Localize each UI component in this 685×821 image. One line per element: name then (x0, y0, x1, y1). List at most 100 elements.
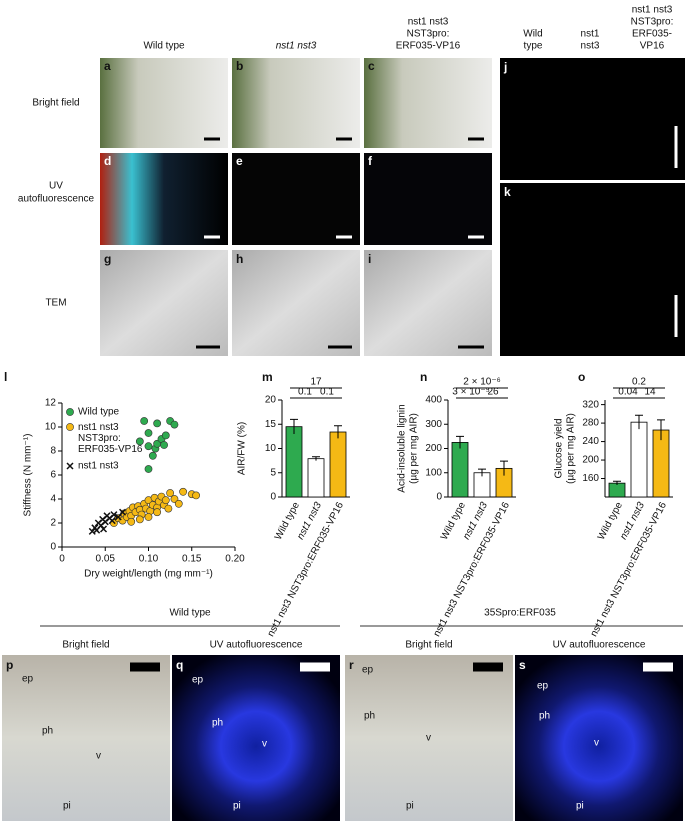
error-bar (290, 418, 298, 434)
error-bar (500, 460, 508, 476)
p-value: 2 × 10⁻⁶ (463, 377, 500, 388)
panel-letter: m (262, 370, 273, 384)
y-tick-label: 4 (50, 494, 56, 505)
image (100, 250, 228, 356)
point (170, 420, 179, 429)
label: nst1 nst3 (276, 41, 317, 52)
group-title: 35Spro:ERF035 (484, 608, 556, 619)
x-tick-label: 0 (59, 554, 65, 565)
bar (285, 426, 303, 498)
panel-letter: r (349, 658, 354, 672)
error-bar (478, 468, 486, 477)
point (110, 511, 118, 519)
error-bar (312, 456, 320, 461)
y-tick-label: 5 (270, 467, 276, 478)
labels: a b c d e f g h i j k l m n o p q r s Wi… (4, 59, 646, 672)
x-axis-label: Dry weight/length (mg mm⁻¹) (84, 569, 213, 580)
group-title: Wild type (169, 608, 211, 619)
p-value: 14 (644, 387, 656, 398)
label: nst1 nst3 (408, 17, 449, 28)
point (127, 517, 136, 526)
point (135, 437, 144, 446)
point (160, 441, 168, 449)
y-tick-label: 2 (50, 518, 56, 529)
tissue-label: v (96, 751, 101, 762)
subtitle: Bright field (405, 640, 452, 651)
error-bar (657, 419, 665, 441)
tissue-label: v (594, 738, 599, 749)
p-value: 26 (487, 387, 499, 398)
error-bar (334, 425, 342, 439)
point (144, 429, 153, 437)
point (144, 513, 153, 521)
point (119, 508, 127, 516)
point (108, 517, 116, 525)
y-axis-label: Acid-insoluble lignin (397, 404, 408, 492)
label: nst1 nst3 (632, 5, 673, 16)
bar (329, 431, 347, 498)
y-tick-label: 0 (436, 492, 442, 503)
label: VP16 (640, 41, 665, 52)
photo (500, 58, 685, 180)
tissue-label: ep (362, 665, 374, 676)
tissue-label: v (262, 739, 267, 750)
y-tick-label: 200 (582, 455, 599, 466)
x-tick-label: 0.20 (225, 554, 245, 565)
tissue-label: ph (539, 711, 550, 722)
subtitle: Bright field (62, 640, 109, 651)
tissue-label: ep (22, 674, 34, 685)
label: TEM (45, 298, 66, 309)
panel-letter: h (236, 252, 243, 266)
p-value: 0.1 (298, 387, 312, 398)
legend-label: Wild type (78, 407, 120, 418)
point (153, 419, 162, 428)
subtitle: UV autofluorescence (210, 640, 303, 651)
tissue-label: ph (212, 718, 223, 729)
p-value: 0.1 (320, 387, 334, 398)
panel-letter: e (236, 154, 243, 168)
y-axis-label: (µg per mg AIR) (566, 413, 577, 484)
legend-marker (66, 408, 74, 416)
image (232, 58, 360, 148)
p-value: 0.2 (632, 377, 646, 388)
y-tick-label: 0 (270, 492, 276, 503)
panel-letter: a (104, 59, 111, 73)
panel-letter: q (176, 658, 183, 672)
tissue-label: pi (63, 801, 71, 812)
panel-letter: c (368, 59, 375, 73)
y-tick-label: 8 (50, 446, 56, 457)
p-value: 0.04 (618, 387, 638, 398)
label: Wild type (143, 41, 185, 52)
bar (608, 482, 626, 498)
tissue-label: ph (42, 726, 53, 737)
point (99, 525, 108, 533)
label: UV (49, 181, 63, 192)
label: Wild (523, 29, 542, 40)
label: type (524, 41, 543, 52)
image (100, 58, 228, 148)
point (144, 465, 153, 473)
y-tick-label: 100 (425, 467, 442, 478)
y-axis-label: (µg per mg AIR) (409, 413, 420, 484)
image (345, 655, 513, 821)
scale-bars (130, 126, 678, 672)
image (232, 250, 360, 356)
y-tick-label: 10 (265, 443, 277, 454)
panel-letter: j (503, 60, 507, 74)
y-tick-label: 20 (265, 395, 277, 406)
tissue-label: ep (192, 675, 204, 686)
image (364, 153, 492, 245)
panel-letter: o (578, 370, 585, 384)
image (364, 58, 492, 148)
legend-marker (66, 462, 74, 470)
panel-letter: k (504, 185, 511, 199)
subtitle: UV autofluorescence (553, 640, 646, 651)
y-tick-label: 15 (265, 419, 277, 430)
panel-letter: p (6, 658, 13, 672)
image (515, 655, 683, 821)
point (192, 491, 200, 500)
panel-letter: l (4, 370, 7, 384)
image (2, 655, 170, 821)
point (174, 499, 183, 508)
point (170, 495, 179, 503)
